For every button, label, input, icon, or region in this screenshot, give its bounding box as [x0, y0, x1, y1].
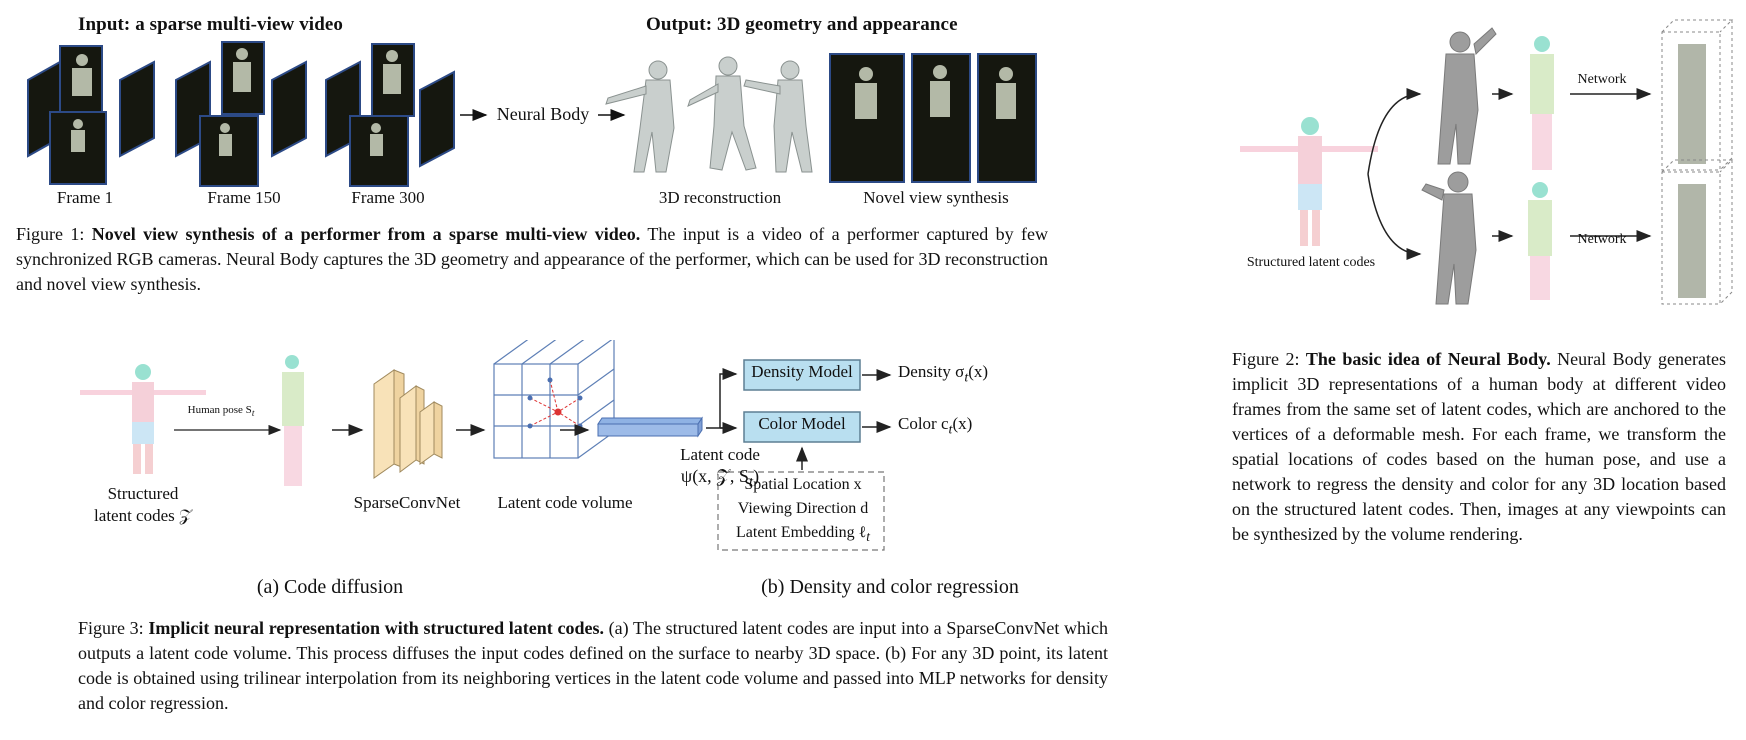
latent-code-volume-icon	[493, 340, 615, 459]
density-output-label: Density σt(x)	[898, 362, 989, 386]
figure1-input-title: Input: a sparse multi-view video	[78, 14, 343, 35]
network-label-bottom: Network	[1577, 232, 1627, 247]
recon-label: 3D reconstruction	[658, 188, 782, 207]
color-model-label: Color Model	[758, 414, 846, 433]
subfigure-a-label: (a) Code diffusion	[256, 576, 404, 598]
color-model-box	[743, 411, 861, 443]
latent-code-volume-label: Latent code volume	[497, 493, 633, 512]
figure1-caption: Figure 1: Novel view synthesis of a perf…	[16, 222, 1048, 297]
input-spatial-location: Spatial Location x	[744, 476, 862, 493]
structured-label-1: Structured	[107, 484, 179, 503]
frame-group-1	[27, 45, 155, 185]
structured-label-2: latent codes 𝒵	[94, 506, 192, 525]
color-output-label: Color ct(x)	[898, 414, 973, 438]
caption-bold: Implicit neural representation with stru…	[148, 618, 604, 638]
figure1-output-title: Output: 3D geometry and appearance	[646, 14, 958, 35]
structured-latent-codes-label: Structured latent codes	[1246, 255, 1376, 270]
figure1-graphic	[27, 41, 1037, 187]
human-pose-label: Human pose St	[187, 404, 255, 419]
figure2-graphic	[1240, 19, 1734, 305]
tpose-figure	[1240, 117, 1378, 246]
latent-code-bar	[597, 416, 703, 438]
top-row	[1437, 19, 1734, 171]
frame-label-150: Frame 150	[207, 188, 281, 207]
reconstruction-meshes	[605, 56, 813, 173]
sparseconvnet-icon	[373, 369, 443, 479]
figure2-caption: Figure 2: The basic idea of Neural Body.…	[1232, 347, 1726, 547]
density-model-label: Density Model	[751, 362, 853, 381]
latent-code-label: Latent code	[680, 445, 760, 464]
frame-label-300: Frame 300	[351, 188, 425, 207]
sparseconvnet-label: SparseConvNet	[353, 493, 461, 512]
frame-group-2	[175, 41, 307, 187]
caption-prefix: Figure 1:	[16, 224, 85, 244]
input-viewing-direction: Viewing Direction d	[737, 500, 869, 517]
subfigure-b-label: (b) Density and color regression	[761, 576, 1019, 598]
inputs-box	[717, 471, 885, 551]
caption-bold: Novel view synthesis of a performer from…	[91, 224, 641, 244]
latent-code-formula: ψ(x, 𝒵, St)	[680, 466, 760, 491]
caption-text: (a) The structured latent codes are inpu…	[78, 618, 1109, 713]
nvs-label: Novel view synthesis	[863, 188, 1009, 207]
figure3-caption: Figure 3: Implicit neural representation…	[78, 616, 1108, 716]
caption-prefix: Figure 2:	[1232, 349, 1300, 369]
neural-body-label: Neural Body	[496, 104, 590, 124]
tpose-small	[80, 364, 206, 474]
figure3-graphic	[80, 340, 892, 551]
caption-text: Neural Body generates implicit 3D repres…	[1232, 349, 1726, 544]
frame-label-1: Frame 1	[56, 188, 114, 207]
novel-view-frames	[829, 53, 1037, 183]
caption-text: The input is a video of a performer capt…	[16, 224, 1049, 294]
network-label-top: Network	[1577, 72, 1627, 87]
input-latent-embedding: Latent Embedding ℓt	[736, 524, 870, 545]
caption-bold: The basic idea of Neural Body.	[1305, 349, 1551, 369]
interpolation-point	[527, 377, 583, 429]
bottom-row	[1421, 159, 1734, 305]
caption-prefix: Figure 3:	[78, 618, 144, 638]
frame-group-3	[325, 43, 455, 187]
posed-body	[282, 355, 304, 486]
density-model-box	[743, 359, 861, 391]
